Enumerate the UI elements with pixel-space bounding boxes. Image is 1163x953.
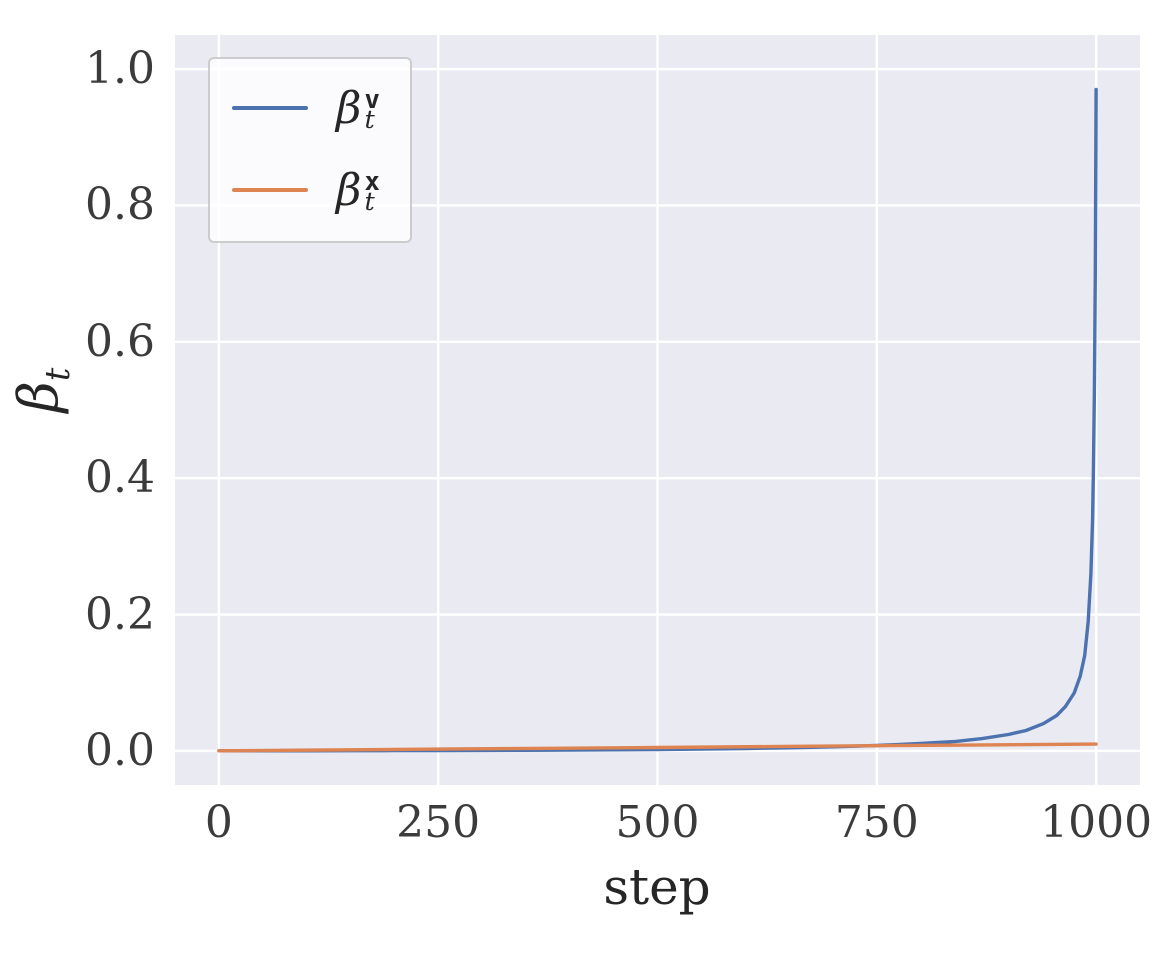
x-tick-label-750: 750 (834, 797, 919, 848)
x-tick-label-500: 500 (615, 797, 700, 848)
y-tick-label-0.4: 0.4 (85, 452, 155, 504)
y-tick-label-1.0: 1.0 (85, 43, 155, 95)
x-axis-label: step (603, 858, 711, 916)
x-tick-label-0: 0 (204, 797, 233, 848)
series-line-beta_t_x (217, 742, 1098, 753)
y-axis-label: βt (7, 368, 77, 413)
legend-swatch-beta-v (232, 106, 308, 110)
legend-label-beta-v-subscript: t (364, 105, 375, 136)
y-tick-label-0.2: 0.2 (85, 588, 155, 640)
legend-label-beta-v-superscript: v (364, 85, 380, 116)
legend-label-beta-x-base: β (336, 164, 362, 216)
legend-label-beta-x-subscript: t (364, 187, 375, 218)
legend-label-beta-v-base: β (336, 82, 362, 134)
y-axis-label-subscript: t (37, 367, 77, 382)
y-tick-label-0.0: 0.0 (85, 724, 155, 776)
y-tick-label-0.6: 0.6 (85, 315, 155, 367)
y-axis-label-base: β (7, 381, 71, 413)
y-tick-label-0.8: 0.8 (85, 179, 155, 231)
legend-label-beta-x-superscript: x (364, 167, 380, 198)
x-tick-label-1000: 1000 (1040, 797, 1153, 848)
legend-swatch-beta-x (232, 188, 308, 192)
x-tick-label-250: 250 (396, 797, 481, 848)
